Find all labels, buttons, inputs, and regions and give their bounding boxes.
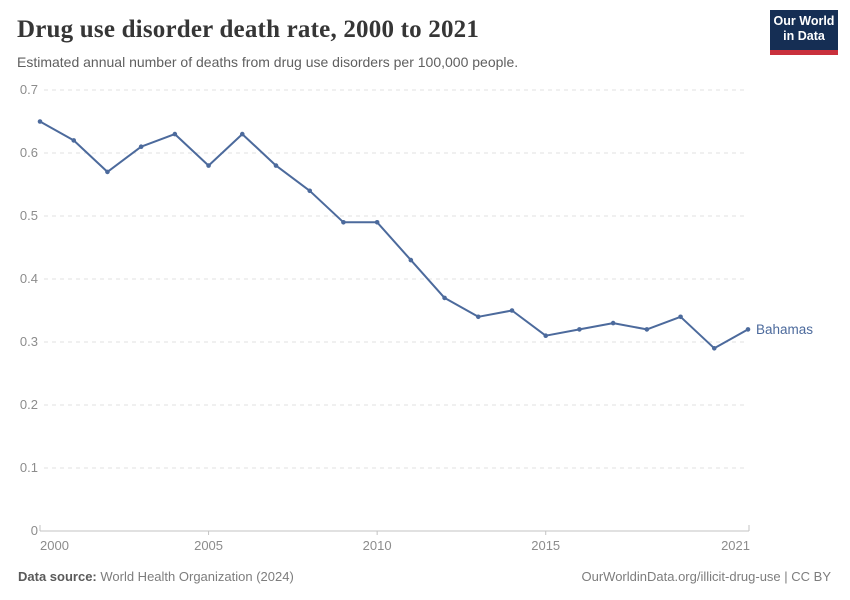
data-point-2005[interactable] bbox=[206, 163, 211, 168]
owid-logo-line2: in Data bbox=[783, 29, 825, 44]
data-point-2014[interactable] bbox=[509, 308, 515, 313]
series-label-bahamas[interactable]: Bahamas bbox=[756, 322, 814, 338]
data-source-note: Data source: World Health Organization (… bbox=[18, 569, 294, 584]
y-tick-label-0.6: 0.6 bbox=[19, 145, 38, 160]
data-point-2018[interactable] bbox=[644, 327, 650, 332]
owid-logo-line1: Our World bbox=[773, 14, 835, 28]
data-point-2008[interactable] bbox=[307, 188, 313, 194]
data-point-2009[interactable] bbox=[341, 220, 346, 225]
data-point-2016[interactable] bbox=[577, 327, 582, 332]
data-point-2017[interactable] bbox=[610, 320, 616, 326]
chart-subtitle: Estimated annual number of deaths from d… bbox=[17, 54, 519, 70]
data-source-value: World Health Organization (2024) bbox=[96, 569, 294, 584]
data-point-2013[interactable] bbox=[475, 314, 481, 320]
y-tick-label-0.3: 0.3 bbox=[19, 334, 38, 349]
x-tick-label-2010: 2010 bbox=[362, 538, 392, 553]
owid-logo[interactable]: Our World in Data bbox=[770, 10, 838, 55]
x-tick-label-2000: 2000 bbox=[40, 538, 69, 553]
data-source-label: Data source: bbox=[18, 569, 97, 584]
y-tick-label-0.7: 0.7 bbox=[19, 82, 38, 97]
data-point-2012[interactable] bbox=[442, 295, 447, 301]
attribution-link[interactable]: OurWorldinData.org/illicit-drug-use | CC… bbox=[581, 569, 832, 584]
data-point-2021[interactable] bbox=[745, 327, 751, 332]
chart-title: Drug use disorder death rate, 2000 to 20… bbox=[17, 16, 480, 43]
data-point-2019[interactable] bbox=[678, 314, 683, 320]
data-point-2003[interactable] bbox=[138, 144, 144, 149]
data-point-2011[interactable] bbox=[408, 257, 414, 263]
data-point-2002[interactable] bbox=[105, 169, 110, 175]
data-point-2020[interactable] bbox=[711, 346, 717, 351]
y-tick-label-0.4: 0.4 bbox=[19, 271, 38, 286]
data-point-2004[interactable] bbox=[172, 131, 178, 137]
data-point-2007[interactable] bbox=[273, 163, 279, 168]
data-point-2001[interactable] bbox=[71, 138, 77, 143]
x-tick-label-2015: 2015 bbox=[531, 538, 561, 553]
y-tick-label-0.1: 0.1 bbox=[19, 460, 38, 475]
x-tick-label-2021: 2021 bbox=[721, 538, 750, 553]
y-tick-label-0.2: 0.2 bbox=[19, 397, 38, 412]
y-tick-label-0.5: 0.5 bbox=[19, 208, 38, 223]
data-point-2015[interactable] bbox=[543, 333, 549, 339]
x-tick-label-2005: 2005 bbox=[194, 538, 224, 553]
y-tick-label-0: 0 bbox=[30, 523, 38, 538]
data-point-2006[interactable] bbox=[239, 131, 245, 137]
data-point-2000[interactable] bbox=[37, 119, 43, 124]
series-line-bahamas[interactable] bbox=[39, 120, 749, 350]
data-point-2010[interactable] bbox=[374, 220, 380, 225]
